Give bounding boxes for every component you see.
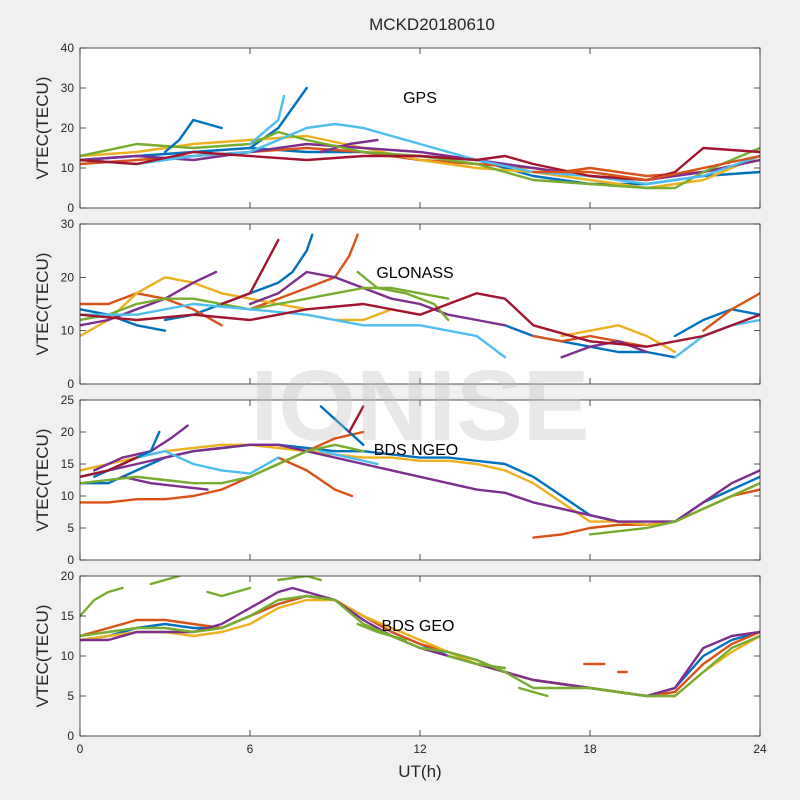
series-line-8 xyxy=(248,94,286,146)
series-group xyxy=(80,233,760,359)
y-axis-label: VTEC(TECU) xyxy=(33,77,52,180)
series-line-15 xyxy=(348,405,365,434)
series-line-7 xyxy=(206,586,252,598)
series-line-3 xyxy=(673,308,760,338)
series-group xyxy=(80,576,760,698)
series-line-12 xyxy=(319,405,365,446)
series-line-5 xyxy=(248,233,359,311)
series-group xyxy=(80,405,760,539)
y-axis-label: VTEC(TECU) xyxy=(33,605,52,708)
series-line-6 xyxy=(149,576,181,586)
series-line-10 xyxy=(163,118,223,154)
figure-title: MCKD20180610 xyxy=(369,15,495,34)
x-tick-label: 12 xyxy=(413,742,427,756)
series-line-14 xyxy=(80,456,138,478)
panels: 0 10 20 30 40 VTEC(TECU) GPS 0 10 20 30 VTEC(TECU) G… xyxy=(33,41,767,756)
y-axis-label: VTEC(TECU) xyxy=(33,253,52,356)
series-line-4 xyxy=(80,594,760,698)
series-line-10 xyxy=(518,686,549,698)
series-line-7 xyxy=(702,292,760,332)
series-line-3 xyxy=(277,456,354,498)
x-axis-label: UT(h) xyxy=(398,762,441,781)
series-line-10 xyxy=(560,324,677,354)
y-tick-label: 10 xyxy=(61,161,75,175)
series-line-4 xyxy=(80,292,223,327)
series-line-12 xyxy=(248,270,507,327)
y-tick-label: 15 xyxy=(61,609,75,623)
panel-glonass: 0 10 20 30 VTEC(TECU) GLONASS xyxy=(33,217,761,391)
series-group xyxy=(80,86,760,190)
series-line-7 xyxy=(121,475,209,491)
y-tick-label: 10 xyxy=(61,489,75,503)
panel-bds-geo: 0 5 10 15 20 0 6 12 18 24 VTEC(TECU) BDS GEO xyxy=(33,569,767,756)
series-line-5 xyxy=(319,138,379,154)
series-line-7 xyxy=(80,122,760,186)
series-line-16 xyxy=(80,302,507,359)
watermark: IONISE xyxy=(251,350,590,462)
y-tick-label: 20 xyxy=(61,569,75,583)
y-tick-label: 10 xyxy=(61,324,75,338)
y-axis-label: VTEC(TECU) xyxy=(33,429,52,532)
series-line-11 xyxy=(532,154,760,182)
x-tick-label: 24 xyxy=(753,742,767,756)
series-line-9 xyxy=(356,622,407,642)
panel-bds-ngeo: 0 5 10 15 20 25 VTEC(TECU) BDS NGEO xyxy=(33,393,761,567)
y-tick-label: 0 xyxy=(67,201,74,215)
series-line-11 xyxy=(319,450,379,466)
plot-area xyxy=(80,48,760,208)
series-line-5 xyxy=(80,443,760,523)
y-tick-label: 10 xyxy=(61,649,75,663)
series-line-8 xyxy=(80,443,365,485)
series-line-15 xyxy=(356,270,450,322)
y-tick-label: 40 xyxy=(61,41,75,55)
series-line-6 xyxy=(532,334,648,348)
y-tick-label: 0 xyxy=(67,729,74,743)
y-tick-label: 30 xyxy=(61,81,75,95)
series-line-13 xyxy=(447,654,507,670)
panel-label-glonass: GLONASS xyxy=(376,265,453,282)
panel-label-gps: GPS xyxy=(403,90,437,107)
y-tick-label: 5 xyxy=(67,689,74,703)
y-tick-label: 15 xyxy=(61,457,75,471)
series-line-18 xyxy=(80,292,760,348)
y-tick-label: 0 xyxy=(67,553,74,567)
y-tick-label: 20 xyxy=(61,270,75,284)
series-line-13 xyxy=(560,340,648,359)
x-tick-label: 6 xyxy=(247,742,254,756)
series-line-19 xyxy=(220,238,280,306)
series-line-0 xyxy=(80,308,167,332)
y-tick-label: 5 xyxy=(67,521,74,535)
series-line-4 xyxy=(80,443,760,526)
panel-label-bds-ngeo: BDS NGEO xyxy=(374,442,458,459)
series-line-14 xyxy=(80,286,450,322)
plot-area xyxy=(80,576,760,736)
x-tick-label: 0 xyxy=(77,742,84,756)
series-line-11 xyxy=(80,270,218,327)
series-line-9 xyxy=(80,146,760,182)
y-tick-label: 20 xyxy=(61,121,75,135)
plot-area xyxy=(80,400,760,560)
y-tick-label: 25 xyxy=(61,393,75,407)
y-tick-label: 30 xyxy=(61,217,75,231)
series-line-1 xyxy=(80,430,365,504)
series-line-5 xyxy=(80,586,124,618)
series-line-8 xyxy=(277,576,322,582)
y-tick-label: 20 xyxy=(61,425,75,439)
y-tick-label: 0 xyxy=(67,377,74,391)
x-tick-label: 18 xyxy=(583,742,597,756)
panel-gps: 0 10 20 30 40 VTEC(TECU) GPS xyxy=(33,41,761,215)
panel-label-bds-geo: BDS GEO xyxy=(382,618,455,635)
series-line-9 xyxy=(588,482,760,536)
